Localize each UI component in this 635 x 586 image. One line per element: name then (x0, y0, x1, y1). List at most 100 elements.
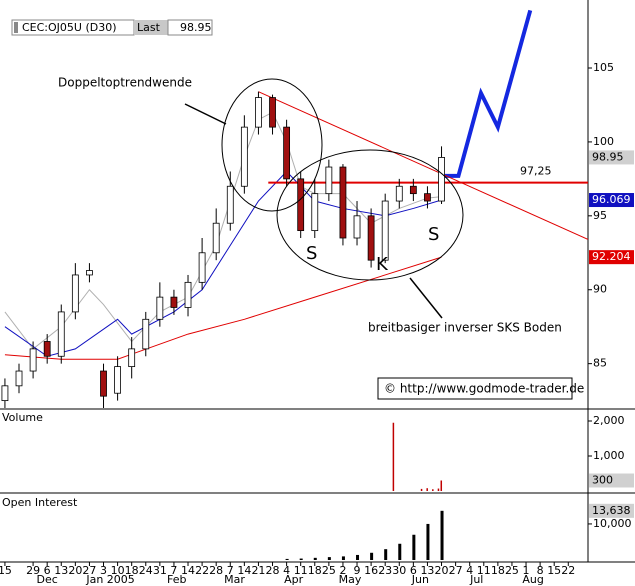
x-tick-label: 20 (435, 564, 449, 577)
candle-body (86, 270, 93, 276)
candle-body (156, 296, 164, 320)
line (258, 91, 588, 240)
bar (420, 488, 423, 491)
bar (285, 558, 289, 560)
annotation: breitbasiger inverser SKS Boden (368, 321, 562, 335)
bar (432, 489, 434, 491)
bar (398, 543, 402, 560)
candle-body (353, 215, 361, 239)
month-label: May (339, 573, 362, 586)
last-value: 98.95 (180, 21, 212, 34)
symbol-marker (14, 22, 18, 33)
month-label: Jun (411, 573, 429, 586)
x-tick-label: 2 (339, 564, 346, 577)
candle-body (43, 341, 51, 357)
candle-body (424, 193, 431, 202)
candle-body (283, 126, 291, 180)
x-tick-label: 27 (449, 564, 463, 577)
plot (1, 9, 588, 408)
panel-title: Open Interest (2, 496, 78, 509)
x-tick-label: 28 (266, 564, 280, 577)
last-value-box (167, 19, 213, 36)
x-tick-label: 13 (420, 564, 434, 577)
candle-body (142, 318, 150, 350)
month-label: Jan 2005 (85, 573, 134, 586)
y-tick-label: 90 (593, 283, 607, 296)
x-tick-label: 11 (477, 564, 491, 577)
value-box (589, 473, 634, 488)
value-box-label: 92.204 (592, 250, 631, 263)
bar (313, 557, 317, 560)
x-tick-label: 18 (491, 564, 505, 577)
x-tick-label: 30 (392, 564, 406, 577)
x-tick-label: 25 (322, 564, 336, 577)
x-tick-label: 21 (251, 564, 265, 577)
x-tick-label: 20 (68, 564, 82, 577)
month-label: Aug (522, 573, 543, 586)
candle-body (198, 252, 206, 283)
candle-body (255, 97, 262, 128)
value-box (589, 503, 634, 518)
month-label: Feb (167, 573, 186, 586)
x-tick-label: 15 (0, 564, 12, 577)
x-tick-label: 22 (195, 564, 209, 577)
candle-body (367, 215, 375, 261)
candle-body (128, 348, 136, 368)
line (440, 9, 533, 178)
value-box (589, 250, 634, 265)
candle-body (381, 200, 389, 261)
candle-body (57, 311, 65, 357)
circle-annotation (276, 149, 464, 281)
bar (412, 534, 416, 560)
x-tick-label: 14 (181, 564, 195, 577)
bar (370, 552, 374, 560)
candle-body (339, 166, 347, 239)
candle-body (395, 185, 403, 202)
x-tick-label: 1 (523, 564, 530, 577)
bar (341, 556, 345, 560)
x-tick-label: 3 (100, 564, 107, 577)
symbol: CEC:OJ05U (D30) (22, 21, 117, 34)
candle-body (71, 274, 79, 313)
candle-body (409, 185, 417, 195)
annotation: S (428, 224, 439, 245)
x-tick-label: 11 (294, 564, 308, 577)
x-tick-label: 8 (537, 564, 544, 577)
candle-body (1, 385, 9, 402)
x-tick-label: 7 (227, 564, 234, 577)
y-tick-label: 85 (593, 357, 607, 370)
x-tick-label: 13 (54, 564, 68, 577)
value-box (589, 193, 634, 208)
candle-body (212, 222, 220, 254)
x-tick-label: 23 (378, 564, 392, 577)
support-label: 97,25 (520, 165, 552, 178)
y-tick-label: 105 (593, 61, 614, 74)
candle-body (15, 370, 23, 387)
candle-body (170, 296, 178, 308)
circle-annotation (221, 78, 323, 212)
x-tick-label: 18 (125, 564, 139, 577)
bar (356, 554, 360, 560)
month-label: Mar (224, 573, 245, 586)
x-tick-label: 16 (364, 564, 378, 577)
bar (426, 488, 428, 491)
x-tick-label: 24 (139, 564, 153, 577)
candle-body (100, 370, 107, 397)
y-tick-label: 2,000 (593, 414, 625, 427)
candle-body (438, 157, 445, 202)
annotation: Doppeltoptrendwende (58, 76, 192, 90)
candle-body (269, 97, 276, 128)
candle-body (311, 193, 319, 232)
value-box-label: 300 (592, 473, 613, 486)
candle-body (297, 178, 305, 232)
x-tick-label: 25 (505, 564, 519, 577)
bar (437, 488, 440, 491)
x-tick-label: 31 (153, 564, 167, 577)
copyright-box (377, 377, 573, 400)
x-tick-label: 18 (308, 564, 322, 577)
x-tick-label: 14 (237, 564, 251, 577)
x-tick-label: 4 (283, 564, 290, 577)
month-label: Dec (37, 573, 58, 586)
x-tick-label: 6 (410, 564, 417, 577)
